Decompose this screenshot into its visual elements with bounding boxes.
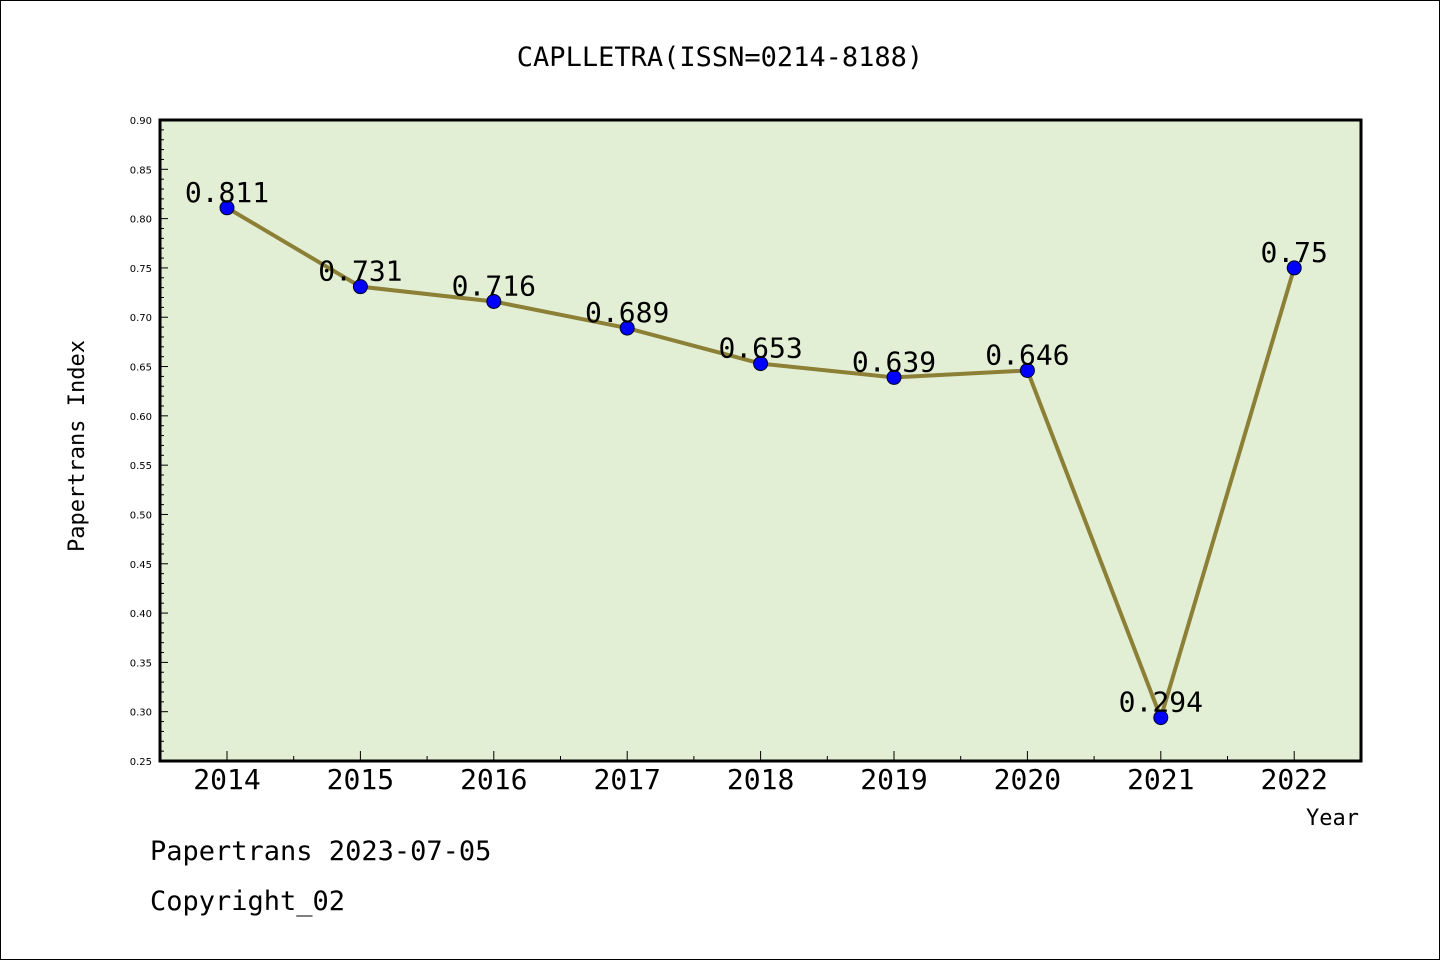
x-tick-label: 2015 [327, 763, 394, 796]
y-tick-label: 0.75 [130, 264, 152, 275]
series-papertrans-index [219, 200, 1302, 726]
data-label: 0.294 [1119, 686, 1203, 719]
data-label: 0.689 [585, 296, 669, 329]
x-tick-label: 2019 [860, 763, 927, 796]
x-tick-label: 2018 [727, 763, 794, 796]
y-tick-label: 0.45 [130, 560, 152, 571]
footer-copyright: Copyright_02 [150, 886, 346, 917]
data-point [352, 279, 368, 295]
data-label: 0.639 [852, 345, 936, 378]
x-axis: 2014 2015 2016 2017 2018 2019 2020 2021 2022 [193, 751, 1328, 796]
y-tick-label: 0.50 [130, 510, 152, 521]
y-tick-label: 0.55 [130, 461, 152, 472]
chart-title: CAPLLETRA(ISSN=0214-8188) [517, 42, 923, 73]
x-tick-label: 2014 [193, 763, 260, 796]
y-axis-title: Papertrans Index [65, 340, 90, 552]
y-axis: 0.25 0.30 0.35 0.40 0.45 0.50 0.55 0.60 0.65 0.70… [130, 116, 168, 768]
y-tick-label: 0.80 [130, 215, 152, 226]
data-point [753, 356, 769, 372]
x-tick-label: 2016 [460, 763, 527, 796]
data-label: 0.811 [185, 176, 269, 209]
y-tick-label: 0.40 [130, 609, 152, 620]
data-label: 0.653 [718, 332, 802, 365]
y-tick-label: 0.65 [130, 363, 152, 374]
data-labels: 0.811 0.731 0.716 0.689 0.653 0.639 0.646 0.294… [185, 176, 1328, 719]
x-tick-label: 2017 [593, 763, 660, 796]
data-point [486, 293, 502, 309]
y-tick-label: 0.25 [130, 757, 152, 768]
x-tick-label: 2020 [994, 763, 1061, 796]
x-tick-label: 2022 [1260, 763, 1327, 796]
y-tick-label: 0.30 [130, 708, 152, 719]
data-point [1153, 710, 1169, 726]
data-point [1286, 260, 1302, 276]
plot-area [158, 118, 1363, 763]
data-point [619, 320, 635, 336]
footer-date: Papertrans 2023-07-05 [150, 836, 492, 867]
data-label: 0.646 [985, 338, 1069, 371]
data-label: 0.75 [1260, 236, 1327, 269]
data-point [886, 369, 902, 385]
data-point [219, 200, 235, 216]
data-label: 0.731 [318, 255, 402, 288]
x-tick-label: 2021 [1127, 763, 1194, 796]
data-point [1019, 362, 1035, 378]
y-tick-label: 0.35 [130, 658, 152, 669]
x-axis-title: Year [1306, 806, 1359, 831]
y-tick-label: 0.60 [130, 412, 152, 423]
data-label: 0.716 [452, 269, 536, 302]
y-tick-label: 0.85 [130, 165, 152, 176]
y-tick-label: 0.90 [130, 116, 152, 127]
y-tick-label: 0.70 [130, 313, 152, 324]
